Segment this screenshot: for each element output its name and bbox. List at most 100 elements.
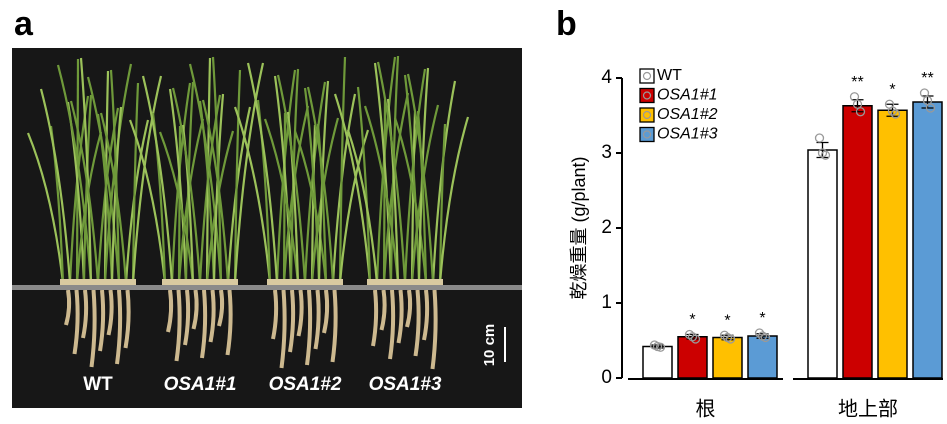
photo-label: OSA1#3 — [369, 374, 442, 395]
significance-label: * — [689, 312, 695, 329]
y-tick-label: 3 — [601, 142, 612, 163]
root — [191, 289, 199, 330]
bar — [642, 345, 673, 379]
significance-label: * — [724, 312, 730, 329]
root — [225, 289, 233, 356]
leaf — [306, 86, 335, 284]
panel-label: b — [556, 5, 577, 43]
x-tick-label: 地上部 — [838, 397, 898, 420]
holder — [60, 279, 136, 287]
leaf — [316, 123, 328, 284]
leaf — [109, 69, 121, 284]
leaf — [128, 119, 167, 284]
bar — [912, 101, 943, 379]
root — [81, 289, 89, 339]
data-point — [887, 106, 898, 116]
leaf — [356, 86, 372, 284]
root — [405, 289, 413, 328]
data-point — [817, 148, 828, 158]
root — [305, 289, 313, 366]
root — [313, 289, 321, 350]
legend-label: OSA1#1 — [657, 87, 717, 104]
leaf — [386, 98, 400, 284]
leaf — [211, 56, 223, 284]
data-point — [814, 133, 825, 143]
data-point — [820, 150, 831, 160]
root — [106, 289, 114, 336]
leaf — [233, 69, 242, 284]
data-point — [687, 332, 698, 342]
photo-label: OSA1#2 — [269, 374, 342, 395]
data-point — [760, 332, 771, 343]
leaf — [26, 132, 65, 284]
leaf — [233, 106, 272, 284]
legend-label: OSA1#3 — [657, 126, 718, 143]
root — [422, 289, 430, 341]
data-point — [725, 334, 736, 344]
leaf — [99, 112, 128, 284]
leaf — [141, 75, 174, 284]
root — [98, 289, 106, 352]
leaf — [373, 62, 393, 284]
data-point — [855, 107, 866, 117]
significance-label: ** — [921, 70, 933, 87]
leaf — [131, 82, 140, 284]
legend-label: WT — [657, 67, 682, 84]
root — [217, 289, 225, 327]
y-tick-label: 1 — [601, 292, 612, 313]
bar — [877, 109, 908, 379]
legend-swatch — [639, 87, 655, 104]
data-point — [925, 103, 936, 113]
significance-label: ** — [851, 74, 863, 91]
root — [183, 289, 191, 346]
panel-label: a — [14, 5, 34, 43]
data-point — [890, 109, 901, 119]
legend-label: OSA1#2 — [657, 106, 718, 123]
bar — [677, 336, 708, 379]
root — [89, 289, 97, 368]
leaf — [333, 93, 372, 284]
holder — [162, 279, 238, 287]
leaf — [376, 61, 407, 284]
root — [174, 289, 182, 362]
significance-label: * — [889, 81, 895, 98]
root — [115, 289, 123, 365]
legend-marker — [642, 110, 652, 120]
scale-label: 10 cm — [481, 324, 498, 367]
leaf — [246, 62, 279, 284]
y-tick-label: 0 — [601, 367, 612, 388]
significance-label: * — [759, 310, 765, 327]
leaf — [438, 116, 470, 284]
root — [296, 289, 304, 337]
leaf — [338, 56, 347, 284]
bar — [807, 149, 838, 379]
root — [379, 289, 387, 331]
data-point — [690, 334, 701, 344]
leaf — [416, 110, 428, 284]
root — [413, 289, 421, 357]
photo-label: WT — [83, 374, 113, 395]
leaf — [276, 74, 307, 284]
root — [430, 289, 438, 370]
leaf — [79, 57, 93, 284]
root — [279, 289, 287, 369]
root — [166, 289, 174, 333]
root — [322, 289, 330, 334]
leaf — [188, 63, 223, 284]
data-point — [655, 342, 666, 352]
legend-swatch — [639, 107, 655, 123]
root — [64, 289, 72, 326]
leaf — [171, 87, 202, 284]
leaf — [201, 99, 230, 284]
data-point — [684, 329, 695, 340]
y-tick-label: 4 — [601, 67, 612, 88]
leaf — [69, 100, 100, 284]
shelf — [12, 285, 522, 290]
photo-label: OSA1#1 — [164, 374, 237, 395]
legend-marker — [642, 91, 652, 100]
bar — [747, 335, 778, 379]
leaf — [263, 118, 300, 284]
leaf — [233, 62, 265, 284]
bar — [842, 105, 873, 379]
